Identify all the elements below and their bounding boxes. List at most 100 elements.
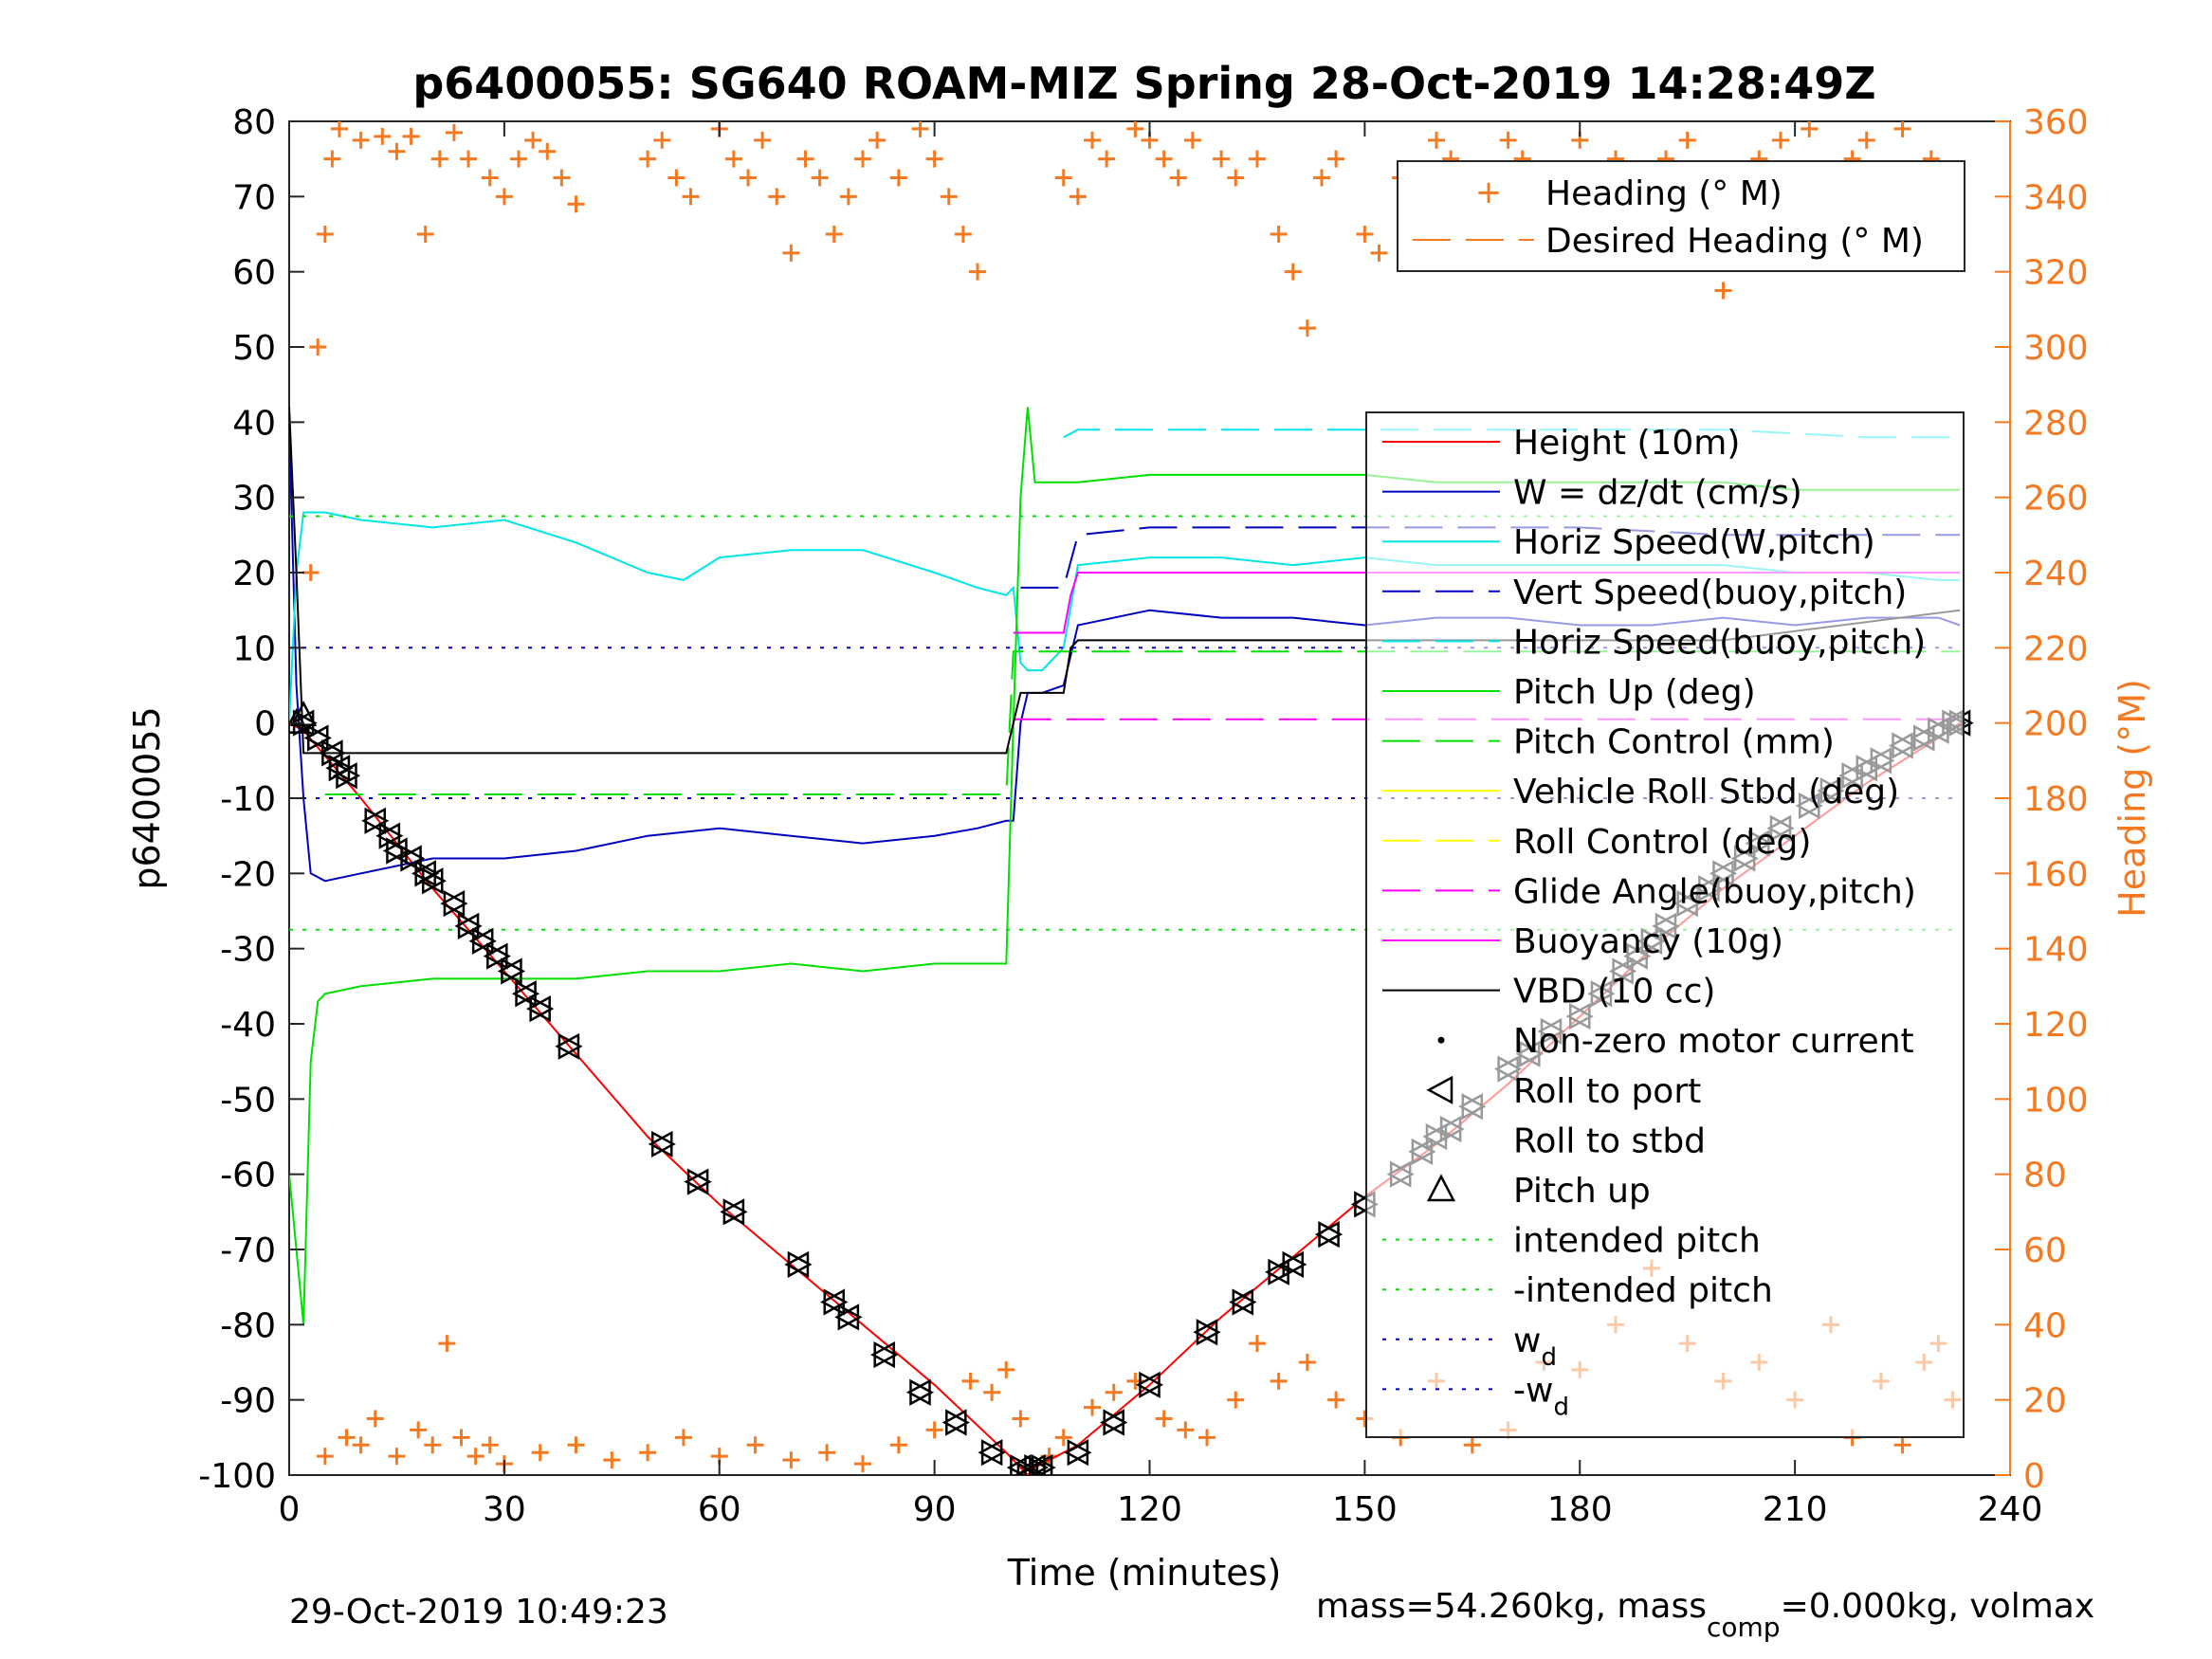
roll-stbd-marker [686,1168,712,1195]
roll-stbd-marker [1067,1439,1092,1467]
heading-point [925,1421,943,1439]
heading-legend-marker: + [1475,173,1503,211]
heading-point [1298,1354,1316,1371]
desired-heading-legend-label: Desired Heading (° M) [1545,222,1924,261]
y-tick-label: -10 [220,780,276,819]
y-right-axis-label: Heading (°M) [2111,679,2153,918]
y-right-tick-label: 20 [2023,1382,2067,1421]
y-tick-label: -80 [220,1306,276,1345]
legend-label-20: -wd [1513,1371,1569,1421]
heading-point [754,131,772,149]
heading-point [1248,1335,1266,1353]
main-legend: Height (10m) W = dz/dt (cm/s) Horiz Speed(… [1365,411,1965,1438]
roll-stbd-marker [515,980,540,1008]
heading-point [682,188,700,206]
chart-title: p6400055: SG640 ROAM-MIZ Spring 28-Oct-2… [412,58,1875,109]
y-tick-label: -100 [198,1457,276,1496]
heading-point [839,188,857,206]
x-tick-label: 210 [1763,1490,1828,1529]
heading-point [1270,226,1288,243]
heading-point [1714,282,1732,300]
heading-point [402,127,420,145]
heading-point [1012,1410,1030,1428]
axes: 0 30 60 90 120 150 180 210 24080706050403020100-… [198,103,2088,1529]
roll-stbd-marker [364,807,390,834]
heading-point [1084,131,1101,149]
heading-point [1155,1410,1173,1428]
legend-label-subscript: d [1553,1393,1569,1421]
y-tick-label: -60 [220,1157,276,1195]
y-tick-label: 60 [232,254,276,293]
heading-point [889,169,907,187]
heading-point [1198,1429,1216,1447]
x-tick-label: 120 [1117,1490,1182,1529]
heading-point [338,1429,356,1447]
heading-point [330,121,348,137]
heading-point [889,1436,907,1454]
heading-point [1428,131,1445,149]
heading-point [323,150,341,168]
x-tick-label: 180 [1547,1490,1613,1529]
roll-stbd-marker [471,927,497,955]
heading-point [524,131,542,149]
legend-label-12: VBD (10 cc) [1513,973,1715,1012]
y-right-tick-label: 0 [2023,1457,2045,1496]
heading-point [854,1455,871,1473]
x-tick-label: 150 [1332,1490,1398,1529]
x-tick-label: 60 [698,1490,741,1529]
legend-label-7: Pitch Control (mm) [1513,723,1835,762]
heading-point [1155,150,1173,168]
legend-label-text: Vehicle Roll Stbd (deg) [1513,773,1899,811]
roll-stbd-marker [1196,1319,1221,1346]
y-tick-label: -50 [220,1081,276,1120]
legend-label-3: Horiz Speed(W,pitch) [1513,523,1875,562]
heading-point [1499,131,1517,149]
roll-stbd-marker [1103,1409,1128,1436]
footer-mass-main: mass=54.260kg, mass [1316,1587,1707,1626]
legend-label-11: Buoyancy (10g) [1513,922,1783,961]
y-right-tick-label: 160 [2023,855,2089,894]
legend-sample-13 [1437,1036,1445,1044]
legend-label-text: Horiz Speed(W,pitch) [1513,523,1875,562]
x-tick-label: 30 [483,1490,526,1529]
legend-label-text: Pitch up [1513,1172,1651,1211]
y-right-tick-label: 140 [2023,931,2089,970]
roll-stbd-marker [400,845,426,872]
legend-items: Height (10m) W = dz/dt (cm/s) Horiz Speed(… [1382,424,1926,1421]
y-tick-label: 50 [232,329,276,368]
y-right-tick-label: 200 [2023,705,2089,744]
legend-label-18: -intended pitch [1513,1271,1773,1310]
heading-point [531,1444,549,1462]
heading-point [940,188,958,206]
roll-stbd-marker [486,942,511,970]
legend-label-9: Roll Control (deg) [1513,823,1811,862]
heading-point [854,150,871,168]
heading-point [424,1436,442,1454]
heading-point [302,564,320,581]
y-right-tick-label: 300 [2023,329,2089,368]
heading-point [316,226,334,243]
heading-point [639,150,657,168]
heading-point [445,123,463,141]
heading-point [1270,1372,1288,1390]
heading-point [430,150,448,168]
heading-point [782,1451,800,1469]
heading-point [961,1372,979,1390]
heading-point [796,150,814,168]
heading-point [1183,131,1201,149]
legend-label-text: -w [1513,1371,1553,1410]
roll-stbd-marker [307,724,332,752]
heading-point [410,1421,428,1439]
heading-point [316,1448,334,1466]
roll-stbd-marker [787,1250,813,1278]
heading-point [1227,1391,1245,1409]
heading-point [539,142,557,160]
y-right-tick-label: 240 [2023,555,2089,593]
heading-point [782,244,800,262]
x-tick-label: 0 [279,1490,301,1529]
roll-stbd-marker [837,1304,863,1331]
roll-stbd-marker [457,912,483,939]
heading-point [1213,150,1231,168]
y-right-tick-label: 220 [2023,629,2089,668]
y-right-tick-label: 40 [2023,1306,2067,1345]
